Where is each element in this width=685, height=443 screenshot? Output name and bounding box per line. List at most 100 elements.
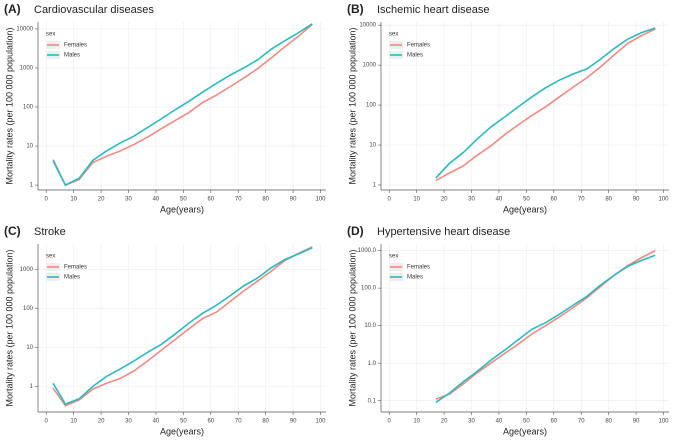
legend-label: Females — [407, 43, 430, 49]
y-tick-label: 10000 — [359, 23, 376, 29]
x-tick-label: 0 — [388, 419, 392, 425]
y-tick-label: 10.0 — [364, 323, 376, 329]
legend-label: Males — [407, 53, 423, 59]
legend-title: sex — [46, 254, 55, 260]
plot-area — [381, 244, 669, 412]
x-axis-label: Age(years) — [160, 426, 204, 436]
y-tick-label: 0.1 — [368, 398, 377, 404]
x-tick-label: 30 — [468, 419, 475, 425]
y-tick-label: 100.0 — [361, 286, 377, 292]
y-axis-label: Mortality rates (per 100 000 population) — [347, 27, 357, 184]
x-tick-label: 50 — [523, 419, 530, 425]
series-line — [52, 23, 313, 187]
legend-title: sex — [389, 254, 398, 260]
x-tick-label: 60 — [550, 419, 557, 425]
panel-label: (C) — [4, 224, 21, 238]
y-tick-label: 1 — [373, 183, 377, 189]
legend-label: Males — [64, 53, 80, 59]
x-tick-label: 20 — [98, 197, 105, 203]
y-tick-label: 1 — [30, 183, 34, 189]
legend-label: Males — [407, 275, 423, 281]
series-line — [435, 28, 656, 182]
panel-title: Cardiovascular diseases — [34, 4, 154, 16]
x-tick-label: 30 — [125, 197, 132, 203]
y-tick-label: 1 — [30, 384, 34, 390]
x-tick-label: 100 — [316, 197, 327, 203]
x-tick-label: 100 — [316, 419, 327, 425]
panel-label: (A) — [4, 2, 21, 16]
legend-label: Females — [64, 43, 87, 49]
x-tick-label: 40 — [496, 419, 503, 425]
legend-label: Females — [64, 265, 87, 271]
x-tick-label: 80 — [262, 197, 269, 203]
y-axis-label: Mortality rates (per 100 000 population) — [347, 249, 357, 406]
x-tick-label: 60 — [207, 419, 214, 425]
panel-title: Ischemic heart disease — [377, 4, 490, 16]
x-tick-label: 50 — [180, 419, 187, 425]
y-tick-label: 10 — [369, 143, 376, 149]
x-tick-label: 70 — [578, 419, 585, 425]
x-tick-label: 10 — [70, 419, 77, 425]
x-tick-label: 40 — [153, 197, 160, 203]
x-tick-label: 70 — [235, 419, 242, 425]
x-axis-label: Age(years) — [503, 204, 547, 214]
x-tick-label: 20 — [441, 419, 448, 425]
x-tick-label: 0 — [45, 419, 49, 425]
panel-label: (D) — [347, 224, 364, 238]
panel-title: Hypertensive heart disease — [377, 226, 510, 238]
x-tick-label: 60 — [550, 197, 557, 203]
panel-label: (B) — [347, 2, 364, 16]
x-tick-label: 40 — [496, 197, 503, 203]
y-tick-label: 1000 — [363, 63, 377, 69]
y-tick-label: 10 — [26, 345, 33, 351]
series-line — [435, 254, 656, 404]
x-tick-label: 80 — [605, 197, 612, 203]
x-tick-label: 70 — [235, 197, 242, 203]
y-tick-label: 1000 — [20, 66, 34, 72]
panel-title: Stroke — [34, 226, 66, 238]
y-tick-label: 100 — [366, 103, 377, 109]
x-axis-label: Age(years) — [503, 426, 547, 436]
legend-label: Females — [407, 265, 430, 271]
y-axis-label: Mortality rates (per 100 000 population) — [4, 249, 14, 406]
series-line — [52, 247, 313, 406]
x-tick-label: 90 — [290, 419, 297, 425]
y-axis-label: Mortality rates (per 100 000 population) — [4, 27, 14, 184]
legend-title: sex — [389, 32, 398, 38]
x-tick-label: 100 — [659, 419, 670, 425]
series-line — [52, 23, 313, 187]
x-tick-label: 20 — [441, 197, 448, 203]
y-tick-label: 10000 — [16, 26, 33, 32]
legend-label: Males — [64, 275, 80, 281]
x-tick-label: 30 — [125, 419, 132, 425]
x-tick-label: 90 — [633, 197, 640, 203]
x-tick-label: 20 — [98, 419, 105, 425]
x-tick-label: 40 — [153, 419, 160, 425]
x-tick-label: 60 — [207, 197, 214, 203]
x-tick-label: 50 — [523, 197, 530, 203]
y-tick-label: 1000.0 — [358, 248, 377, 254]
x-tick-label: 10 — [70, 197, 77, 203]
x-tick-label: 10 — [413, 197, 420, 203]
x-tick-label: 0 — [45, 197, 49, 203]
x-tick-label: 100 — [659, 197, 670, 203]
y-tick-label: 1.0 — [368, 361, 377, 367]
x-tick-label: 0 — [388, 197, 392, 203]
x-tick-label: 50 — [180, 197, 187, 203]
legend-title: sex — [46, 32, 55, 38]
x-tick-label: 80 — [605, 419, 612, 425]
x-axis-label: Age(years) — [160, 204, 204, 214]
x-tick-label: 80 — [262, 419, 269, 425]
series-line — [52, 246, 313, 407]
x-tick-label: 30 — [468, 197, 475, 203]
y-tick-label: 100 — [23, 105, 34, 111]
y-tick-label: 1000 — [20, 267, 34, 273]
x-tick-label: 90 — [633, 419, 640, 425]
y-tick-label: 10 — [26, 144, 33, 150]
x-tick-label: 70 — [578, 197, 585, 203]
series-line — [435, 27, 656, 179]
x-tick-label: 10 — [413, 419, 420, 425]
x-tick-label: 90 — [290, 197, 297, 203]
y-tick-label: 100 — [23, 306, 34, 312]
